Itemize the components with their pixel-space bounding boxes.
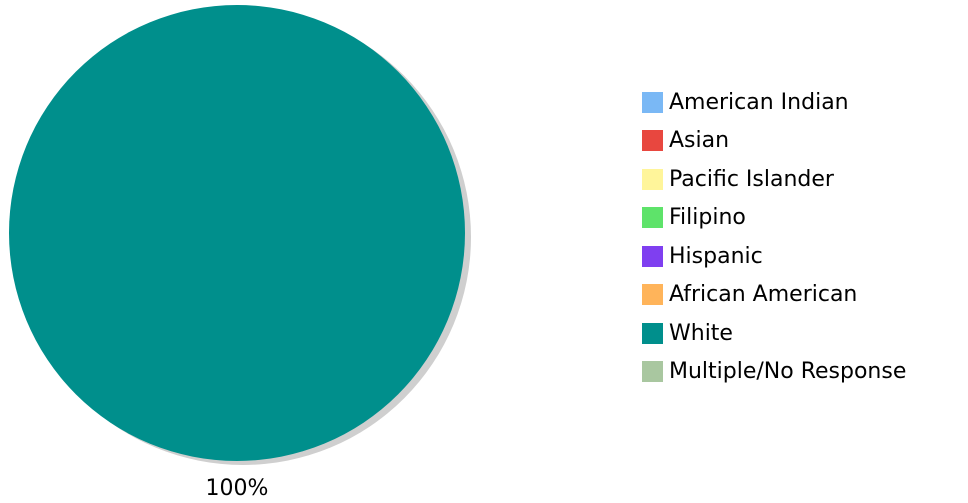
legend-swatch [642, 91, 663, 113]
legend-label: Filipino [669, 205, 746, 231]
legend-swatch [642, 322, 663, 344]
legend-label: Multiple/No Response [669, 359, 907, 385]
legend-swatch [642, 361, 663, 383]
legend: American Indian Asian Pacific Islander Fili… [642, 83, 906, 391]
pie-group: 100% [9, 5, 471, 501]
legend-item-hispanic: Hispanic [642, 237, 906, 276]
legend-label: Hispanic [669, 243, 763, 269]
legend-item-african-american: African American [642, 276, 906, 315]
legend-item-pacific-islander: Pacific Islander [642, 160, 906, 199]
pie-slice-white [9, 5, 465, 461]
legend-label: Asian [669, 128, 730, 154]
legend-item-american-indian: American Indian [642, 83, 906, 122]
legend-swatch [642, 245, 663, 267]
legend-item-filipino: Filipino [642, 199, 906, 238]
legend-label: White [669, 320, 733, 346]
legend-swatch [642, 207, 663, 229]
legend-swatch [642, 130, 663, 152]
legend-swatch [642, 168, 663, 190]
legend-label: Pacific Islander [669, 166, 834, 192]
legend-item-multiple-no-response: Multiple/No Response [642, 353, 906, 392]
legend-swatch [642, 284, 663, 306]
data-label-white: 100% [206, 476, 269, 501]
legend-label: African American [669, 282, 858, 308]
legend-item-white: White [642, 314, 906, 353]
legend-item-asian: Asian [642, 122, 906, 161]
legend-label: American Indian [669, 89, 849, 115]
